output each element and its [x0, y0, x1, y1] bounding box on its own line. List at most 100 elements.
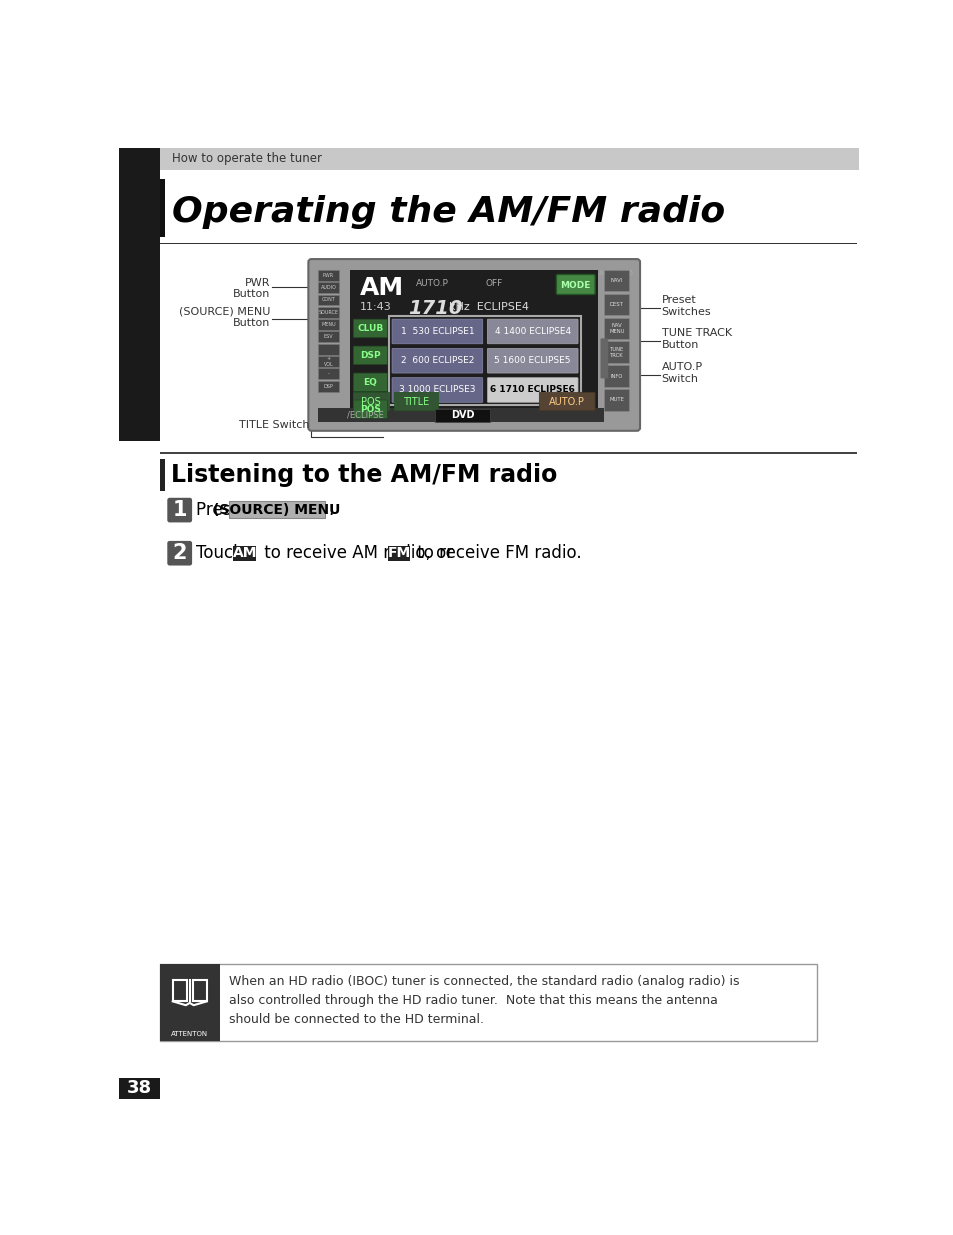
Text: TUNE
TRCK: TUNE TRCK — [609, 347, 623, 358]
Bar — [604, 366, 629, 387]
Bar — [317, 294, 339, 305]
Bar — [159, 965, 816, 1041]
Text: Press: Press — [195, 501, 245, 519]
Text: Touch: Touch — [195, 545, 249, 562]
Bar — [229, 501, 325, 517]
Text: (SOURCE) MENU: (SOURCE) MENU — [213, 503, 340, 517]
Text: 11:43: 11:43 — [359, 301, 391, 311]
Text: MODE: MODE — [560, 280, 590, 290]
Text: DVD: DVD — [451, 410, 474, 420]
Text: AUTO.P: AUTO.P — [416, 279, 449, 288]
Text: CONT: CONT — [321, 298, 335, 303]
Bar — [119, 148, 159, 441]
FancyBboxPatch shape — [167, 498, 192, 522]
Text: DSP: DSP — [323, 384, 333, 389]
Bar — [317, 331, 339, 342]
Text: AVN 5435: AVN 5435 — [598, 270, 633, 275]
Bar — [317, 306, 339, 317]
Text: +
VOL: + VOL — [323, 356, 333, 367]
FancyBboxPatch shape — [487, 378, 578, 403]
Text: MUTE: MUTE — [609, 398, 623, 403]
Text: 5 1600 ECLIPSE5: 5 1600 ECLIPSE5 — [494, 356, 570, 366]
Bar — [317, 368, 339, 379]
Text: /ECLIPSE: /ECLIPSE — [347, 411, 384, 420]
Text: to receive FM radio.: to receive FM radio. — [412, 545, 581, 562]
Bar — [159, 458, 165, 490]
Text: 1: 1 — [172, 500, 187, 520]
FancyBboxPatch shape — [353, 346, 387, 364]
FancyBboxPatch shape — [167, 541, 192, 566]
FancyBboxPatch shape — [353, 373, 387, 391]
Bar — [317, 270, 339, 280]
Text: When an HD radio (IBOC) tuner is connected, the standard radio (analog radio) is: When an HD radio (IBOC) tuner is connect… — [229, 976, 739, 1026]
FancyBboxPatch shape — [353, 393, 390, 411]
Text: ESV: ESV — [323, 335, 333, 340]
Text: INFO: INFO — [610, 374, 622, 379]
FancyBboxPatch shape — [392, 378, 482, 403]
Bar — [604, 317, 629, 340]
Bar — [233, 546, 256, 561]
Text: AM: AM — [233, 546, 256, 561]
Text: kHz  ECLIPSE4: kHz ECLIPSE4 — [449, 301, 529, 311]
FancyBboxPatch shape — [394, 393, 438, 411]
Text: DEST: DEST — [609, 303, 623, 308]
Bar — [159, 179, 165, 237]
Bar — [172, 979, 187, 1002]
Text: 38: 38 — [127, 1079, 152, 1098]
FancyBboxPatch shape — [392, 348, 482, 373]
Bar — [159, 243, 856, 245]
Text: PWR
Button: PWR Button — [233, 278, 270, 299]
Bar — [388, 546, 410, 561]
Text: AUTO.P: AUTO.P — [549, 396, 584, 406]
Bar — [317, 282, 339, 293]
Text: AUTO.P
Switch: AUTO.P Switch — [661, 362, 702, 384]
FancyBboxPatch shape — [538, 393, 595, 411]
FancyBboxPatch shape — [353, 319, 387, 337]
Bar — [317, 409, 604, 422]
Text: TUNE TRACK
Button: TUNE TRACK Button — [661, 329, 731, 350]
Text: ATTENTON: ATTENTON — [171, 1031, 208, 1036]
Text: to receive AM radio, or: to receive AM radio, or — [258, 545, 457, 562]
Bar — [317, 319, 339, 330]
Text: -: - — [327, 372, 329, 377]
Text: POS: POS — [361, 396, 380, 406]
Text: 2  600 ECLIPSE2: 2 600 ECLIPSE2 — [400, 356, 474, 366]
Text: CLUB: CLUB — [356, 324, 383, 333]
Text: NAVI: NAVI — [610, 278, 622, 283]
Bar — [317, 343, 339, 354]
Bar — [604, 389, 629, 411]
Bar — [119, 1078, 159, 1099]
FancyBboxPatch shape — [353, 400, 387, 419]
Bar — [389, 316, 580, 405]
Bar — [159, 169, 858, 243]
Bar — [604, 294, 629, 315]
Text: 1  530 ECLIPSE1: 1 530 ECLIPSE1 — [400, 327, 474, 336]
Bar — [317, 356, 339, 367]
Text: SOURCE: SOURCE — [318, 310, 338, 315]
FancyBboxPatch shape — [487, 319, 578, 343]
FancyBboxPatch shape — [556, 274, 595, 294]
Bar — [435, 409, 489, 421]
Text: TITLE Switch: TITLE Switch — [239, 420, 310, 431]
Text: Listening to the AM/FM radio: Listening to the AM/FM radio — [171, 463, 557, 487]
Text: (SOURCE) MENU
Button: (SOURCE) MENU Button — [179, 306, 270, 329]
Text: NAV
MENU: NAV MENU — [608, 324, 624, 333]
Text: MENU: MENU — [321, 322, 335, 327]
Text: 1710: 1710 — [408, 299, 462, 317]
Text: Operating the AM/FM radio: Operating the AM/FM radio — [172, 195, 724, 230]
Text: AM: AM — [359, 277, 403, 300]
FancyBboxPatch shape — [599, 338, 608, 378]
FancyBboxPatch shape — [392, 319, 482, 343]
Bar — [159, 965, 220, 1041]
FancyBboxPatch shape — [308, 259, 639, 431]
Text: POS: POS — [359, 405, 380, 414]
Bar — [604, 270, 629, 291]
Text: Preset
Switches: Preset Switches — [661, 295, 711, 317]
Text: EQ: EQ — [363, 378, 376, 387]
Text: OFF: OFF — [485, 279, 502, 288]
Bar — [317, 380, 339, 391]
Text: FM: FM — [387, 546, 410, 561]
Text: PWR: PWR — [323, 273, 334, 278]
Text: DSP: DSP — [359, 351, 380, 359]
Text: 6 1710 ECLIPSE6: 6 1710 ECLIPSE6 — [490, 385, 575, 394]
